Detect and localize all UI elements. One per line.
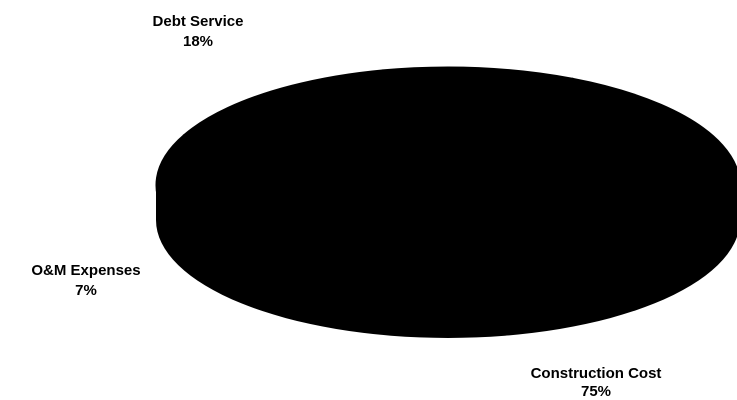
- pie-slice-construction-cost: [155, 77, 737, 304]
- pie-slice-o-m-expenses: [447, 66, 574, 187]
- slice-name: Construction Cost: [531, 365, 662, 382]
- slice-name: Debt Service: [153, 13, 244, 30]
- slice-percent: 7%: [75, 282, 97, 299]
- slice-label-construction-cost: Construction Cost 75%: [531, 365, 662, 400]
- slice-percent: 75%: [581, 383, 611, 400]
- pie-slice-debt-service: [182, 66, 449, 186]
- slice-percent: 18%: [183, 33, 213, 50]
- slice-name: O&M Expenses: [31, 262, 140, 279]
- slice-label-om-expenses: O&M Expenses 7%: [31, 262, 140, 299]
- pie-side-wall: [156, 185, 737, 338]
- slice-label-debt-service: Debt Service 18%: [153, 13, 244, 50]
- pie-body: [155, 66, 737, 338]
